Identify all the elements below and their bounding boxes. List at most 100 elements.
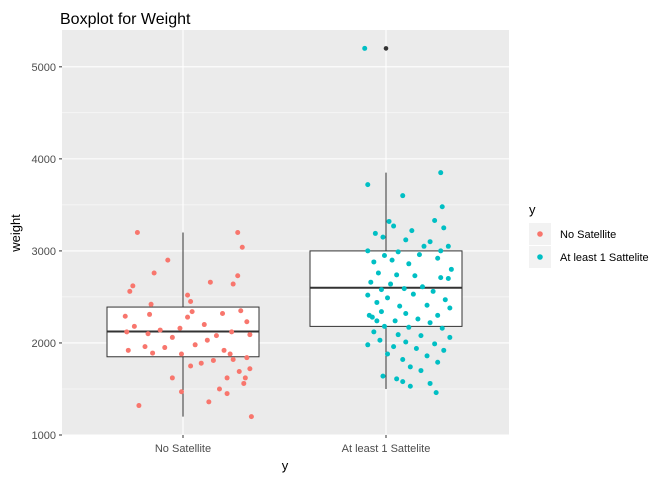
data-point: [381, 253, 387, 259]
data-point: [235, 273, 241, 279]
data-point: [157, 327, 163, 333]
data-point: [433, 390, 439, 396]
data-point: [395, 249, 401, 255]
data-point: [406, 324, 412, 330]
data-point: [162, 345, 168, 351]
data-point: [381, 323, 387, 329]
data-point: [368, 279, 374, 285]
x-axis-title: y: [282, 458, 289, 473]
data-point: [432, 341, 438, 347]
legend: y No Satellite At least 1 Sattelite: [529, 202, 649, 268]
data-point: [427, 380, 433, 386]
y-tick-label: 3000: [32, 246, 56, 258]
data-point: [435, 359, 441, 365]
data-point: [371, 329, 377, 335]
data-point: [371, 259, 377, 265]
x-axis-ticks: No Satellite At least 1 Sattelite: [155, 435, 430, 455]
legend-label: At least 1 Sattelite: [560, 252, 649, 264]
data-point: [216, 386, 222, 392]
data-point: [151, 270, 157, 276]
data-point: [439, 204, 445, 210]
data-point: [391, 223, 397, 229]
data-point: [145, 331, 151, 337]
data-point: [169, 375, 175, 381]
data-point: [448, 266, 454, 272]
data-point: [403, 339, 409, 345]
data-point: [377, 337, 383, 343]
data-point: [380, 234, 386, 240]
data-point: [400, 193, 406, 199]
data-point: [247, 366, 253, 372]
data-point: [394, 376, 400, 382]
data-point: [403, 237, 409, 243]
data-point: [374, 299, 380, 305]
y-tick-label: 2000: [32, 338, 56, 350]
data-point: [178, 351, 184, 357]
x-tick-label: At least 1 Sattelite: [342, 443, 431, 455]
data-point: [374, 318, 380, 324]
data-point: [435, 255, 441, 261]
y-tick-label: 4000: [32, 154, 56, 166]
data-point: [424, 353, 430, 359]
data-point: [442, 297, 448, 303]
data-point: [221, 347, 227, 353]
data-point: [188, 363, 194, 369]
data-point: [441, 225, 447, 231]
data-point: [438, 170, 444, 176]
data-point: [438, 275, 444, 281]
data-point: [147, 311, 153, 317]
data-point: [401, 286, 407, 292]
data-point: [125, 347, 131, 353]
data-point: [236, 368, 242, 374]
data-point: [362, 45, 368, 51]
data-point: [427, 239, 433, 245]
data-point: [127, 288, 133, 294]
data-point: [365, 342, 371, 348]
y-tick-label: 5000: [32, 62, 56, 74]
data-point: [400, 379, 406, 385]
data-point: [210, 357, 216, 363]
data-point: [213, 333, 219, 339]
data-point: [400, 357, 406, 363]
chart-title: Boxplot for Weight: [60, 11, 191, 28]
legend-symbol: [537, 254, 543, 260]
data-point: [372, 230, 378, 236]
data-point: [185, 292, 191, 298]
data-point: [407, 383, 413, 389]
data-point: [150, 350, 156, 356]
data-point: [395, 332, 401, 338]
data-point: [447, 305, 453, 311]
data-point: [131, 323, 137, 329]
data-point: [244, 319, 250, 325]
data-point: [206, 399, 212, 405]
data-point: [124, 329, 130, 335]
data-point: [403, 311, 409, 316]
x-tick-label: No Satellite: [155, 443, 211, 455]
data-point: [380, 373, 386, 379]
data-point: [238, 308, 244, 314]
y-axis-title: weight: [8, 214, 23, 253]
y-tick-label: 1000: [32, 430, 56, 442]
data-point: [418, 368, 424, 374]
data-point: [201, 322, 207, 328]
data-point: [406, 261, 412, 267]
data-point: [430, 288, 436, 294]
data-point: [407, 364, 413, 370]
data-point: [230, 357, 236, 363]
data-point: [397, 303, 403, 309]
data-point: [198, 360, 204, 366]
data-point: [365, 292, 371, 298]
data-point: [169, 334, 175, 340]
data-point: [188, 299, 194, 305]
data-point: [378, 287, 384, 293]
data-point: [432, 218, 438, 224]
data-point: [375, 270, 381, 276]
points-layer: [122, 45, 454, 420]
data-point: [378, 309, 384, 315]
data-point: [247, 332, 253, 338]
data-point: [235, 230, 241, 235]
data-point: [248, 414, 254, 420]
data-point: [165, 257, 171, 263]
data-point: [394, 272, 400, 278]
